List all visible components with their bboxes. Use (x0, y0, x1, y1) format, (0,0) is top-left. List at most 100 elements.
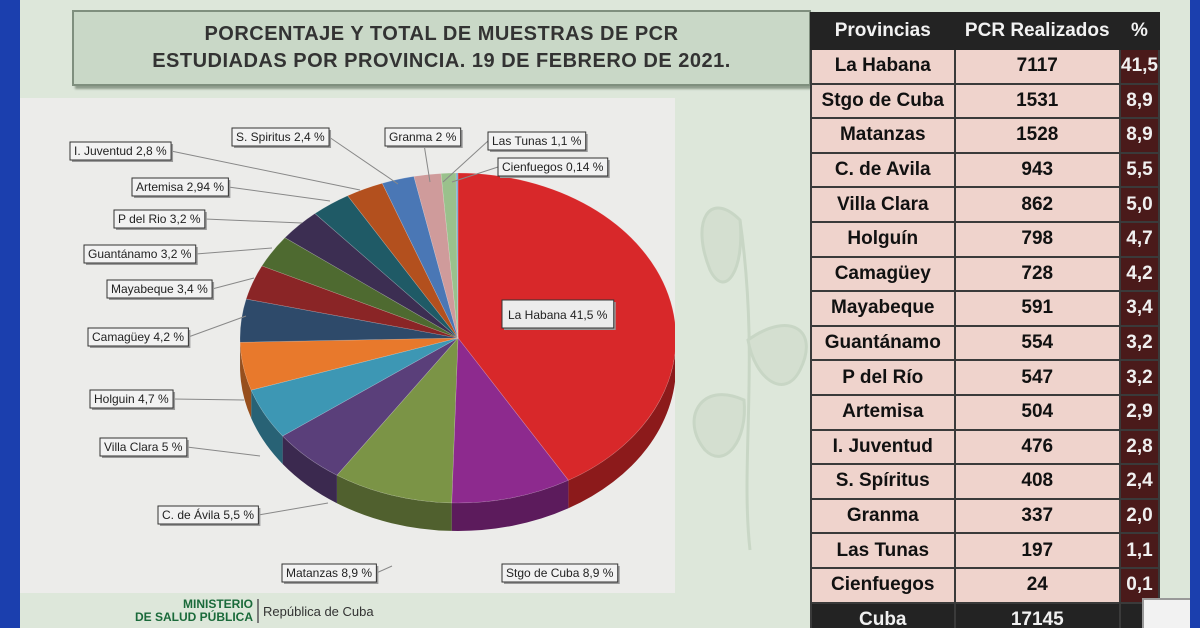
pie-slice (245, 265, 459, 339)
province-cell: Cienfuegos (810, 566, 956, 604)
slice-label-box (231, 127, 330, 147)
corner-overlay (1142, 598, 1190, 628)
pcr-count-cell: 798 (953, 220, 1122, 258)
table-total-row: Cuba 17145 (810, 601, 1160, 628)
slice-label: C. de Ávila 5,5 % (162, 507, 254, 522)
pcr-count-cell: 547 (953, 359, 1122, 396)
leader-line (186, 446, 261, 457)
data-table: Provincias PCR Realizados % La Habana 711… (810, 12, 1160, 628)
pie-slice-side (568, 353, 675, 509)
pie-slice (413, 173, 459, 339)
pie-chart: La Habana 41,5 % Stgo de Cuba 8,9 % Matanz… (69, 127, 675, 584)
province-cell: Matanzas (810, 117, 956, 154)
chart-area: La Habana 41,5 % Stgo de Cuba 8,9 % Matanz… (20, 98, 675, 593)
percent-cell: 3,4 (1119, 290, 1160, 327)
province-cell: P del Río (810, 359, 956, 396)
slide: PORCENTAJE Y TOTAL DE MUESTRAS DE PCR ES… (20, 0, 1190, 628)
leader-line (188, 315, 247, 338)
data-table-wrap: Provincias PCR Realizados % La Habana 711… (810, 12, 1187, 628)
title-line-2: ESTUDIADAS POR PROVINCIA. 19 DE FEBRERO … (152, 50, 731, 72)
province-cell: Mayabeque (810, 290, 956, 327)
table-row: Villa Clara 862 5,0 (810, 186, 1160, 223)
table-row: I. Juventud 476 2,8 (810, 428, 1160, 466)
pcr-count-cell: 476 (953, 428, 1122, 466)
percent-cell: 5,0 (1119, 186, 1160, 223)
pie-slice-side (336, 475, 452, 531)
slice-label-box (157, 505, 259, 525)
pie-slice (314, 195, 459, 339)
slice-label: La Habana 41,5 % (508, 308, 608, 322)
pie-slice-side (240, 342, 252, 419)
province-cell: Granma (810, 497, 956, 535)
table-row: Artemisa 504 2,9 (810, 393, 1160, 431)
slice-label-box (106, 279, 213, 299)
percent-cell: 0,1 (1119, 566, 1160, 604)
percent-cell: 2,0 (1119, 497, 1160, 535)
leader-line (204, 218, 303, 224)
pcr-count-cell: 862 (953, 186, 1122, 223)
pie-slice (381, 176, 459, 339)
slice-label-box (131, 177, 229, 197)
slice-label: P del Rio 3,2 % (118, 212, 201, 226)
leader-line (195, 247, 273, 255)
ministry-line-2: DE SALUD PÚBLICA (135, 610, 254, 624)
pcr-count-cell: 24 (953, 566, 1122, 604)
table-row: Holguín 798 4,7 (810, 220, 1160, 258)
pie-depth (240, 338, 675, 531)
province-cell: C. de Avila (810, 151, 956, 189)
header-provincias: Provincias (810, 12, 956, 50)
slice-label: Villa Clara 5 % (104, 440, 183, 454)
leaf-decoration (692, 206, 808, 551)
slice-label-box (497, 157, 609, 177)
pie-slice (336, 337, 459, 504)
slice-label-box (83, 244, 197, 264)
slice-label: Camagüey 4,2 % (92, 330, 184, 344)
slice-label-box (113, 209, 206, 229)
pie-slice (239, 298, 459, 343)
slice-label-box (487, 131, 587, 151)
ministry-line-1: MINISTERIO (183, 597, 254, 611)
header-percent: % (1119, 12, 1160, 50)
pie-slice (282, 337, 459, 476)
pcr-count-cell: 728 (953, 255, 1122, 293)
ministry-logo: MINISTERIO DE SALUD PÚBLICA (135, 598, 253, 624)
slice-label: Matanzas 8,9 % (286, 566, 372, 580)
pcr-count-cell: 1528 (953, 117, 1122, 154)
province-cell: Guantánamo (810, 324, 956, 362)
pcr-count-cell: 591 (953, 290, 1122, 327)
percent-cell: 2,9 (1119, 393, 1160, 431)
pie-slice (261, 237, 459, 339)
pie-top (239, 172, 675, 504)
table-row: Camagüey 728 4,2 (810, 255, 1160, 293)
pcr-count-cell: 943 (953, 151, 1122, 189)
slice-label: Artemisa 2,94 % (136, 180, 224, 194)
footer-divider (257, 599, 260, 623)
table-row: Las Tunas 197 1,1 (810, 532, 1160, 569)
pie-slice-side (251, 390, 283, 465)
table-row: P del Río 547 3,2 (810, 359, 1160, 396)
slice-label-box (501, 563, 619, 583)
leader-line (442, 140, 489, 183)
leader-line (258, 502, 329, 516)
slice-label: Mayabeque 3,4 % (111, 282, 208, 296)
pie-labels: La Habana 41,5 % Stgo de Cuba 8,9 % Matanz… (69, 127, 620, 584)
slice-label-box (281, 563, 377, 583)
title-box: PORCENTAJE Y TOTAL DE MUESTRAS DE PCR ES… (72, 10, 811, 86)
pie-slice (284, 213, 459, 339)
percent-cell: 8,9 (1119, 82, 1160, 120)
leader-line (228, 186, 331, 202)
table-row: Mayabeque 591 3,4 (810, 290, 1160, 327)
pcr-count-cell: 504 (953, 393, 1122, 431)
pcr-count-cell: 7117 (953, 48, 1122, 85)
pie-slice (451, 337, 569, 504)
slice-label: Granma 2 % (389, 130, 457, 144)
republic-label: República de Cuba (263, 603, 374, 619)
leader-line (328, 136, 399, 185)
leader-line (170, 150, 361, 191)
slice-label: Holguin 4,7 % (94, 392, 169, 406)
leader-line (451, 166, 499, 183)
table-header-row: Provincias PCR Realizados % (810, 12, 1160, 50)
pie-slice (250, 337, 459, 437)
province-cell: La Habana (810, 48, 956, 85)
pcr-count-cell: 337 (953, 497, 1122, 535)
